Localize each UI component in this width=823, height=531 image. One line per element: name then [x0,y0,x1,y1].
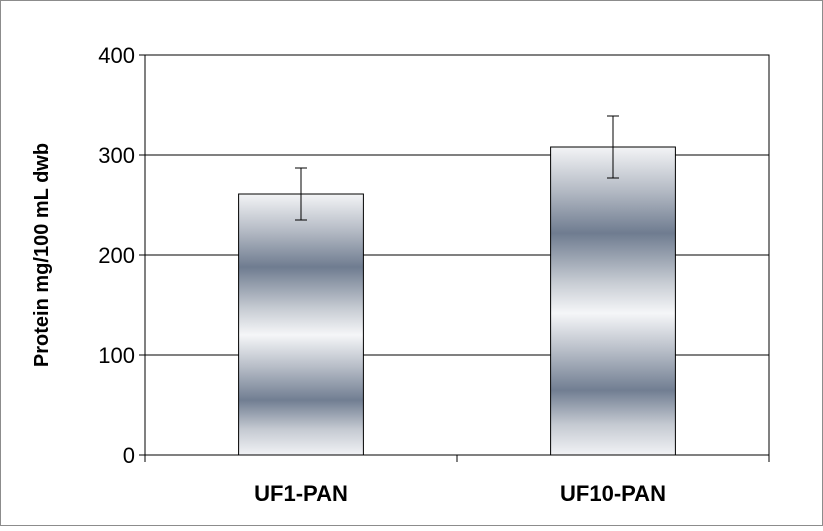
y-axis-label: Protein mg/100 mL dwb [31,143,53,367]
x-category-label: UF10-PAN [560,481,666,506]
y-tick-label: 400 [98,43,135,68]
x-ticks: UF1-PAN UF10-PAN [144,455,770,506]
y-tick-label: 0 [123,443,135,468]
bar-uf10-pan [550,146,676,456]
y-tick-label: 100 [98,343,135,368]
x-category-label: UF1-PAN [254,481,348,506]
y-tick-label: 200 [98,243,135,268]
bar-uf1-pan [238,193,364,456]
error-bars [295,115,619,221]
y-tick-label: 300 [98,143,135,168]
y-ticks: 0 100 200 300 400 [98,43,145,468]
